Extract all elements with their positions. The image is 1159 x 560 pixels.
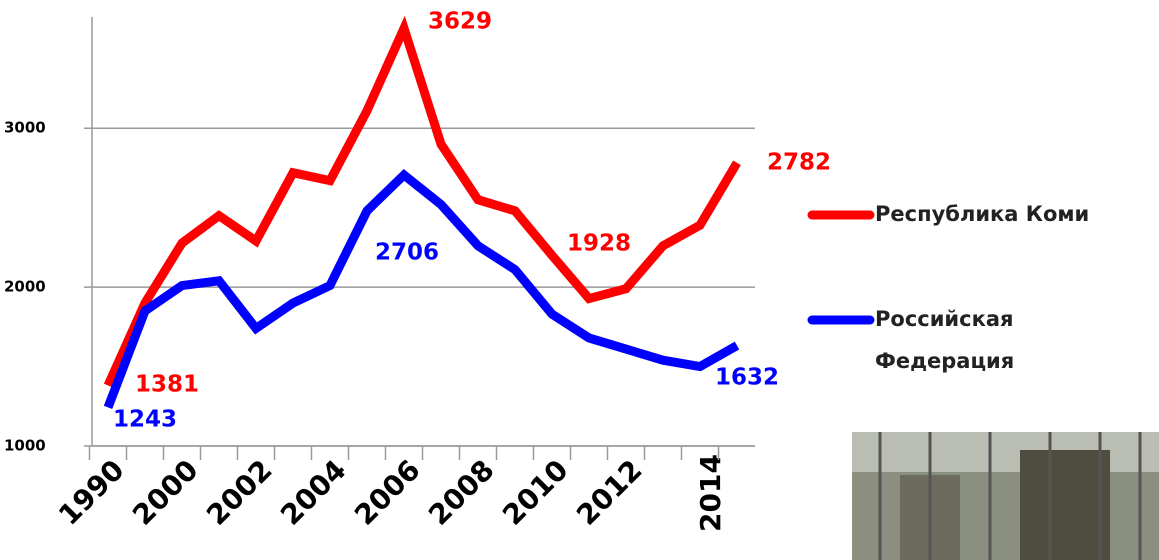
data-label: 1928 xyxy=(567,231,631,257)
chart: 1000200030001990200020022004200620082010… xyxy=(0,0,1159,560)
x-tick-label: 2012 xyxy=(570,453,648,531)
x-tick-label: 2014 xyxy=(694,454,727,532)
photo xyxy=(852,432,1159,560)
data-line xyxy=(108,175,737,407)
legend-line: Федерация xyxy=(875,349,1014,373)
x-tick-label: 2006 xyxy=(348,453,426,531)
legend-label: Российская Федерация xyxy=(875,307,1014,373)
legend-label: Республика Коми xyxy=(875,202,1089,226)
data-label: 1381 xyxy=(135,372,199,398)
data-label: 1243 xyxy=(113,407,177,433)
x-tick-label: 2000 xyxy=(126,453,204,531)
data-line xyxy=(108,28,737,385)
data-label: 1632 xyxy=(715,365,779,391)
y-tick-label: 1000 xyxy=(4,437,46,455)
x-tick-label: 1990 xyxy=(52,453,130,531)
data-label: 2782 xyxy=(767,150,831,176)
data-label: 2706 xyxy=(375,240,439,266)
x-tick-label: 2002 xyxy=(200,453,278,531)
y-tick-label: 3000 xyxy=(4,119,46,137)
x-tick-label: 2008 xyxy=(422,453,500,531)
page: 1000200030001990200020022004200620082010… xyxy=(0,0,1159,560)
x-tick-label: 2004 xyxy=(274,453,352,531)
data-label: 3629 xyxy=(428,9,492,35)
x-tick-label: 2010 xyxy=(496,453,574,531)
legend-line: Российская xyxy=(875,307,1014,331)
y-tick-label: 2000 xyxy=(4,278,46,296)
